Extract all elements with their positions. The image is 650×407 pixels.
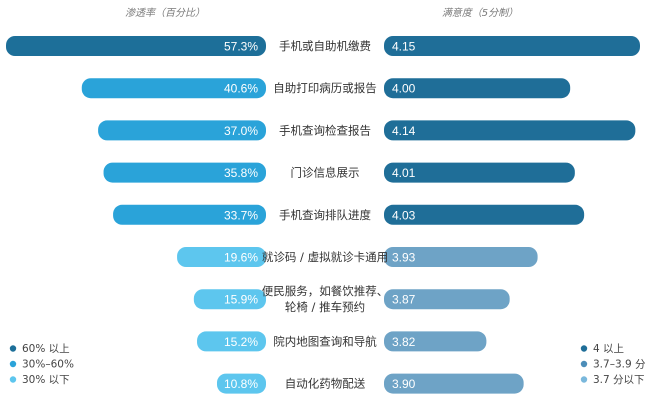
left-legend: 60% 以上 30%–60% 30% 以下 — [9, 343, 74, 386]
left-value-label: 10.8% — [224, 377, 258, 391]
right-bar — [384, 331, 487, 352]
chart-row: 33.7% 4.03 手机查询排队进度 — [113, 204, 585, 225]
right-bar — [384, 204, 585, 225]
right-value-label: 4.00 — [392, 82, 416, 96]
left-bar — [81, 78, 266, 99]
chart-row: 40.6% 4.00 自助打印病历或报告 — [81, 78, 571, 99]
legend-label: 60% 以上 — [22, 343, 70, 355]
left-value-label: 15.2% — [224, 335, 258, 349]
chart-rows: 57.3% 4.15 手机或自助机缴费 40.6% 4.00 自助打印病历或报告 37.0%… — [6, 36, 640, 394]
left-bar — [193, 289, 266, 310]
legend-swatch — [580, 345, 588, 352]
left-value-label: 37.0% — [224, 124, 258, 138]
right-value-label: 3.87 — [392, 293, 416, 307]
legend-swatch — [9, 376, 17, 383]
category-label: 门诊信息展示 — [291, 166, 360, 180]
left-bar — [103, 162, 266, 183]
legend-label: 3.7–3.9 分 — [593, 359, 646, 371]
category-label: 院内地图查询和导航 — [273, 334, 377, 348]
category-label: 就诊码 / 虚拟就诊卡通用 — [262, 250, 388, 264]
left-bar — [113, 204, 267, 225]
right-bar — [384, 247, 538, 267]
right-bar — [384, 289, 510, 310]
category-label: 手机查询排队进度 — [279, 208, 371, 222]
legend-swatch — [9, 345, 17, 352]
right-bar — [384, 373, 524, 394]
right-bar — [384, 162, 575, 183]
left-bar — [197, 331, 266, 352]
right-value-label: 4.01 — [392, 166, 416, 180]
chart-row: 19.6% 3.93 就诊码 / 虚拟就诊卡通用 — [177, 247, 538, 267]
legend-swatch — [580, 360, 588, 368]
legend-label: 30% 以下 — [22, 374, 70, 386]
left-value-label: 35.8% — [224, 166, 258, 180]
right-value-label: 4.15 — [392, 40, 416, 54]
right-value-label: 4.03 — [392, 208, 416, 222]
left-bar — [216, 373, 266, 394]
left-value-label: 33.7% — [224, 208, 258, 222]
legend-label: 3.7 分以下 — [593, 374, 645, 386]
legend-swatch — [580, 376, 588, 383]
right-bar — [384, 36, 640, 56]
category-label: 便民服务，如餐饮推荐、 — [262, 284, 389, 298]
right-bar — [384, 120, 636, 141]
right-axis-header: 满意度（5分制） — [442, 7, 518, 19]
legend-label: 30%–60% — [22, 359, 74, 371]
chart-row: 57.3% 4.15 手机或自助机缴费 — [6, 36, 640, 56]
left-bar — [177, 247, 266, 267]
category-label: 自助打印病历或报告 — [273, 81, 377, 95]
right-legend: 4 以上 3.7–3.9 分 3.7 分以下 — [580, 343, 646, 386]
left-value-label: 19.6% — [224, 251, 258, 265]
category-label: 手机查询检查报告 — [279, 123, 371, 137]
chart-row: 37.0% 4.14 手机查询检查报告 — [98, 120, 636, 141]
category-label: 轮椅 / 推车预约 — [285, 300, 365, 314]
left-value-label: 40.6% — [224, 82, 258, 96]
left-value-label: 15.9% — [224, 293, 258, 307]
right-value-label: 3.82 — [392, 335, 416, 349]
legend-label: 4 以上 — [593, 343, 624, 355]
category-label: 自动化药物配送 — [285, 377, 366, 391]
chart-row: 35.8% 4.01 门诊信息展示 — [103, 162, 575, 183]
left-axis-header: 渗透率（百分比） — [125, 7, 205, 19]
left-bar — [6, 36, 266, 56]
chart-row: 10.8% 3.90 自动化药物配送 — [216, 373, 524, 394]
category-label: 手机或自助机缴费 — [279, 39, 371, 53]
right-bar — [384, 78, 571, 99]
legend-swatch — [9, 360, 17, 368]
right-value-label: 3.90 — [392, 377, 416, 391]
left-value-label: 57.3% — [224, 40, 258, 54]
right-value-label: 3.93 — [392, 251, 416, 265]
left-bar — [98, 120, 266, 141]
chart-row: 15.2% 3.82 院内地图查询和导航 — [197, 331, 487, 352]
right-value-label: 4.14 — [392, 124, 416, 138]
